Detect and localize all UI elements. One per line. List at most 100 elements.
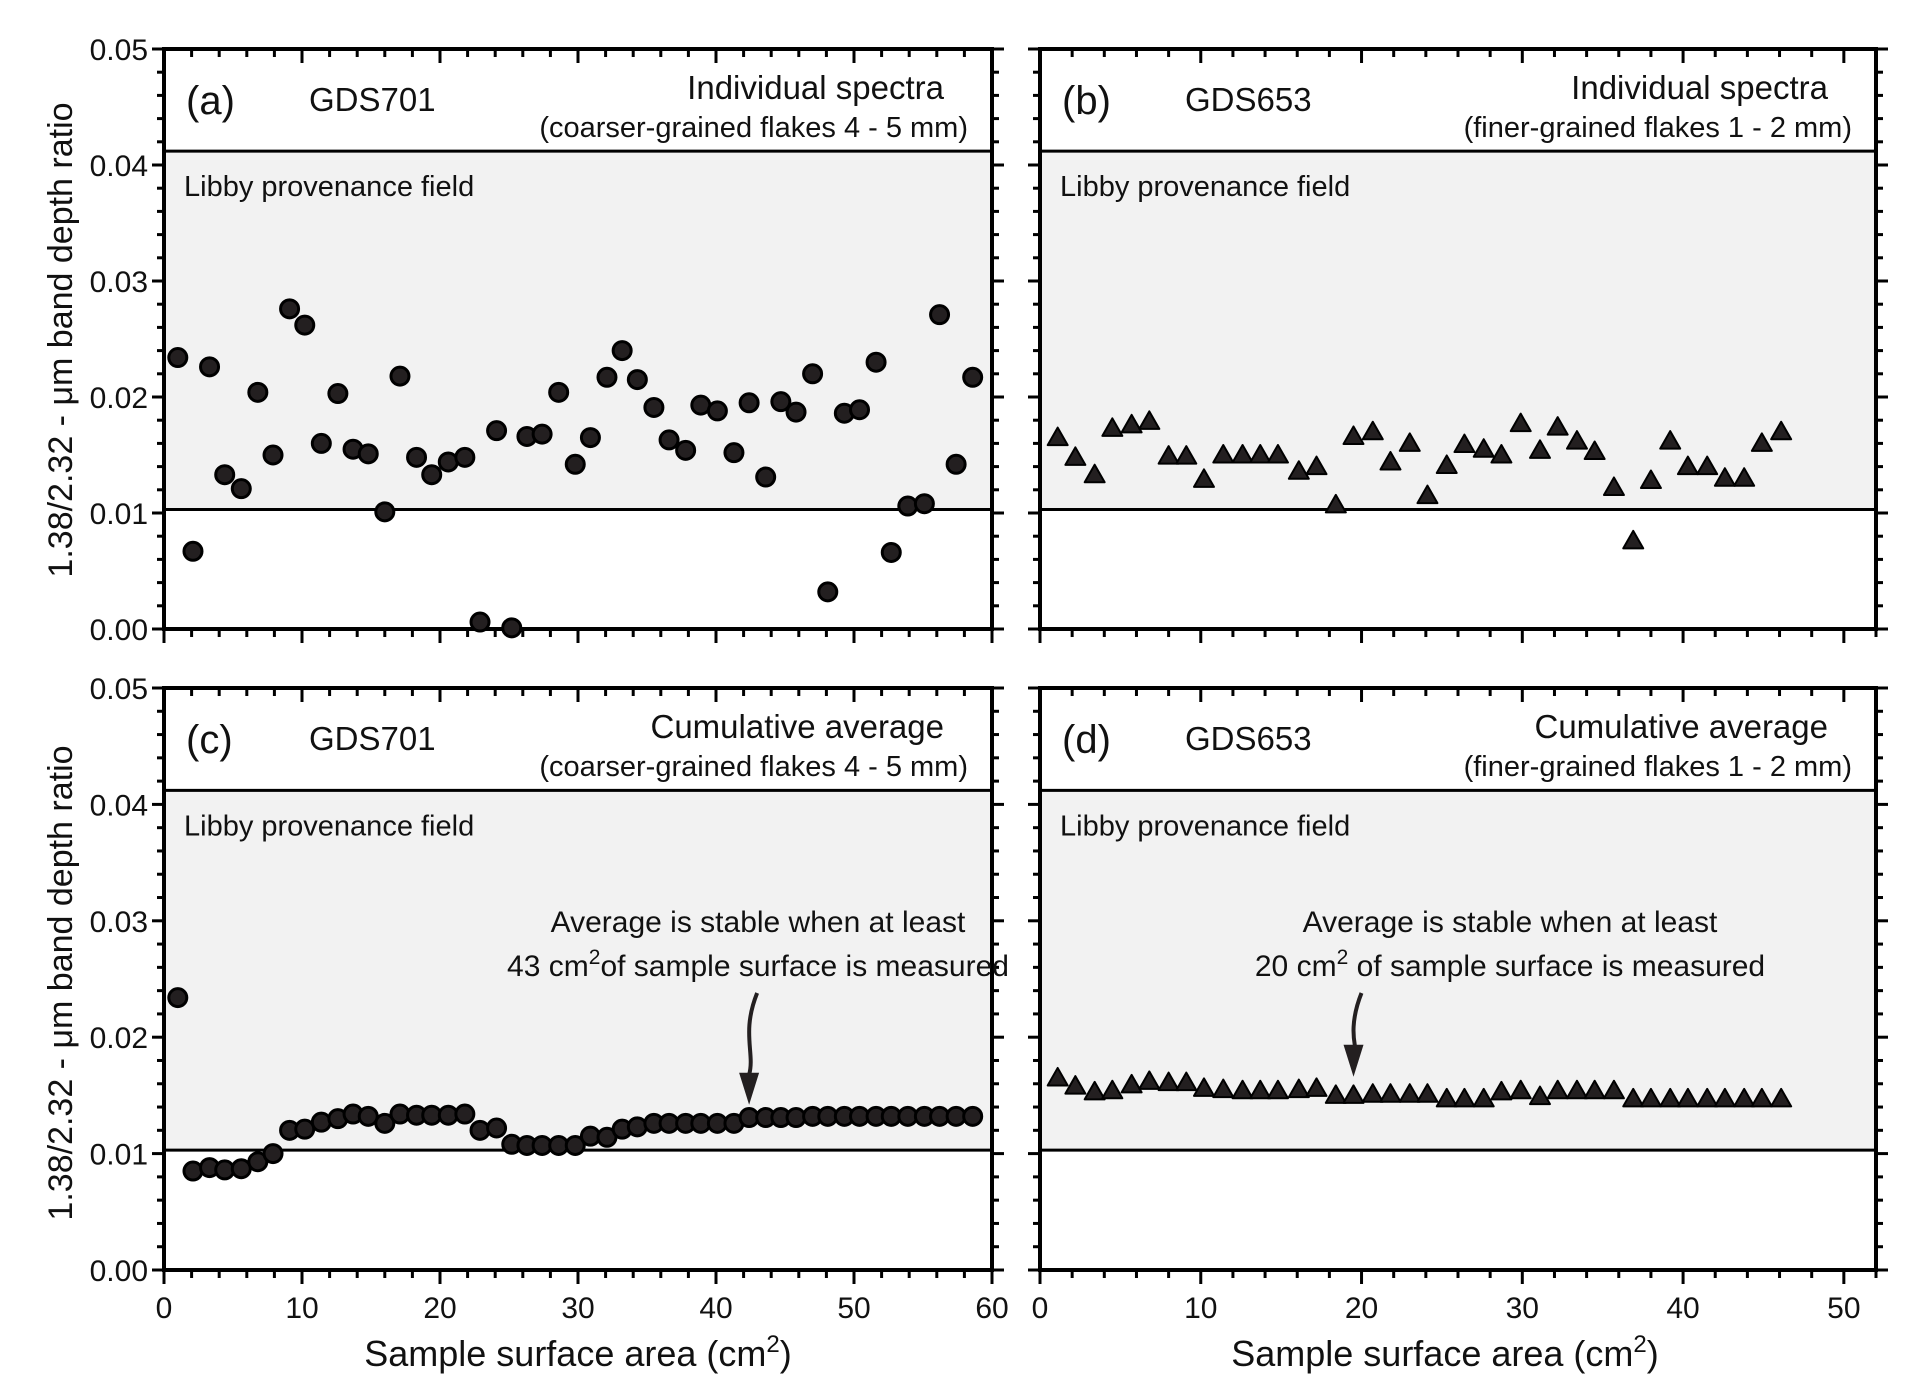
data-point: [1733, 467, 1756, 487]
data-point: [310, 1111, 332, 1133]
arrow-head-icon: [739, 1072, 760, 1105]
data-point: [643, 396, 665, 418]
data-point: [182, 1160, 204, 1182]
x-tick-label: 10: [1184, 1292, 1217, 1325]
data-point: [1733, 1087, 1756, 1108]
data-point: [1622, 529, 1645, 550]
data-point: [1622, 1087, 1645, 1108]
data-point: [1546, 416, 1569, 436]
annotation-line2-sup: 2: [589, 946, 601, 969]
data-point: [1324, 1084, 1347, 1104]
data-point: [1305, 455, 1328, 476]
data-point: [357, 443, 379, 465]
data-point: [279, 298, 301, 320]
data-point: [389, 365, 411, 387]
data-point: [579, 427, 601, 449]
data-point: [913, 493, 935, 515]
data-point: [1212, 444, 1235, 464]
data-point: [1583, 1079, 1606, 1100]
panel-label: (c): [186, 718, 233, 762]
data-point: [1490, 1080, 1513, 1101]
x-axis-label-right-close: ): [1647, 1333, 1659, 1374]
panel-label: (a): [186, 79, 235, 123]
data-point: [1046, 1066, 1069, 1087]
annotation-line2-sup: 2: [1337, 946, 1349, 969]
data-point: [1342, 425, 1365, 445]
data-point: [658, 429, 680, 451]
data-point: [1583, 440, 1606, 461]
x-axis-label-right-text: Sample surface area (cm: [1231, 1333, 1633, 1374]
panel-c: 0.00 0.01 0.02 0.03 0.04 0.05 0 10 20 30 40 50 60 (c)…: [90, 673, 1009, 1325]
data-point: [1472, 1087, 1495, 1108]
data-point: [1138, 410, 1161, 430]
x-axis-label-left-close: ): [780, 1333, 792, 1374]
data-point: [1361, 1083, 1384, 1103]
sample-name: GDS653: [1185, 81, 1312, 118]
data-point: [1379, 1083, 1402, 1103]
data-point: [469, 1119, 491, 1141]
data-point: [1416, 484, 1439, 505]
panel-title: Individual spectra: [1571, 69, 1828, 106]
y-tick-label: 0.00: [90, 614, 148, 647]
x-axis-label-left: Sample surface area (cm2): [364, 1331, 792, 1374]
data-point: [1175, 1071, 1198, 1092]
data-point: [421, 464, 443, 486]
data-point: [406, 446, 428, 468]
data-point: [1324, 493, 1347, 514]
data-point: [1676, 455, 1699, 476]
libby-field-label: Libby provenance field: [184, 171, 474, 203]
data-point: [310, 432, 332, 454]
data-point: [1750, 432, 1773, 452]
annotation-line1: Average is stable when at least: [551, 906, 966, 939]
x-tick-label: 50: [1827, 1292, 1860, 1325]
x-axis-label-left-sup: 2: [766, 1331, 779, 1358]
annotation-line2: 20 cm2 of sample surface is measured: [1255, 946, 1765, 983]
sample-name: GDS701: [309, 720, 436, 757]
data-point: [214, 464, 236, 486]
data-point: [596, 366, 618, 388]
data-point: [1192, 1077, 1215, 1097]
data-point: [1157, 1071, 1180, 1092]
data-point: [1453, 433, 1476, 454]
data-point: [1064, 1075, 1087, 1095]
x-axis-label-right: Sample surface area (cm2): [1231, 1331, 1659, 1374]
data-point: [1287, 460, 1310, 480]
data-point: [770, 391, 792, 413]
data-point: [1453, 1087, 1476, 1108]
data-point: [564, 1134, 586, 1156]
data-point: [945, 453, 967, 475]
data-point: [723, 442, 745, 464]
data-point: [1231, 444, 1254, 464]
y-tick-label: 0.03: [90, 266, 148, 299]
data-point: [1659, 430, 1682, 450]
data-point: [501, 617, 523, 639]
data-point: [706, 400, 728, 422]
x-tick-label: 60: [975, 1292, 1008, 1325]
x-tick-label: 30: [1506, 1292, 1539, 1325]
panel-title: Individual spectra: [687, 69, 944, 106]
data-point: [1083, 463, 1106, 484]
data-point: [1249, 444, 1272, 464]
x-tick-label: 10: [285, 1292, 318, 1325]
data-point: [1528, 439, 1551, 459]
data-point: [626, 369, 648, 391]
data-point: [1266, 1079, 1289, 1100]
data-point: [1287, 1078, 1310, 1099]
data-point: [1565, 1079, 1588, 1100]
annotation-line2-rest: of sample surface is measured: [1348, 950, 1765, 983]
data-point: [167, 987, 189, 1009]
sample-name: GDS653: [1185, 720, 1312, 757]
data-point: [1713, 1087, 1736, 1108]
data-point: [1231, 1079, 1254, 1100]
data-point: [230, 478, 252, 500]
data-point: [1046, 426, 1069, 447]
data-point: [374, 1112, 396, 1134]
data-point: [611, 340, 633, 362]
libby-field-label: Libby provenance field: [184, 810, 474, 842]
data-point: [1602, 1079, 1625, 1100]
data-point: [1639, 469, 1662, 490]
panel-title: Cumulative average: [1535, 708, 1829, 745]
data-point: [1120, 1073, 1143, 1094]
annotation-arrow: [747, 992, 759, 1076]
data-point: [486, 420, 508, 442]
